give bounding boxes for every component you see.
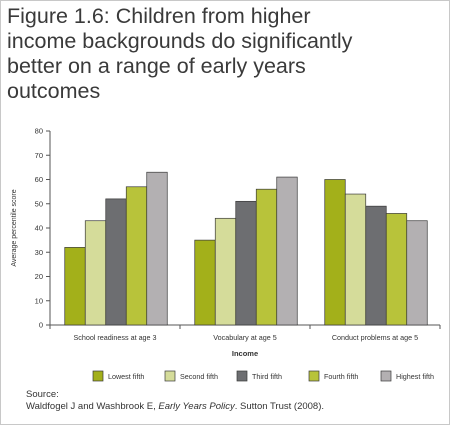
x-tick-label: Vocabulary at age 5 xyxy=(213,333,277,342)
y-tick-label: 70 xyxy=(35,151,43,160)
bar xyxy=(84,220,107,326)
legend-swatch xyxy=(236,370,248,382)
legend-swatch xyxy=(164,370,176,382)
bar xyxy=(146,171,168,326)
bar xyxy=(125,186,148,326)
citation-title: Early Years Policy xyxy=(158,401,235,412)
y-axis: 0 10 20 30 40 50 60 70 80 xyxy=(35,127,51,330)
bar xyxy=(235,200,257,326)
title-line: income backgrounds do significantly xyxy=(7,29,353,53)
bar xyxy=(344,193,367,326)
legend-label: Third fifth xyxy=(252,372,282,381)
y-tick-label: 20 xyxy=(35,272,43,281)
citation-publisher: . Sutton Trust (2008). xyxy=(234,401,325,412)
bar xyxy=(214,217,237,326)
title-line: Figure 1.6: Children from higher xyxy=(7,4,311,28)
legend-swatch xyxy=(380,370,392,382)
y-tick-label: 80 xyxy=(35,127,43,136)
legend-swatch xyxy=(92,370,104,382)
bars xyxy=(64,171,428,326)
source-note: Source: Waldfogel J and Washbrook E, Ear… xyxy=(26,389,324,413)
title-line: outcomes xyxy=(7,79,101,103)
bar xyxy=(365,205,387,326)
legend-swatch xyxy=(308,370,320,382)
legend-label: Highest fifth xyxy=(396,372,434,381)
bar xyxy=(64,247,86,326)
bar xyxy=(276,176,298,326)
bar xyxy=(324,179,346,326)
bar xyxy=(105,198,127,326)
legend-label: Second fifth xyxy=(180,372,218,381)
bar xyxy=(255,188,278,326)
y-tick-label: 10 xyxy=(35,296,43,305)
legend-label: Lowest fifth xyxy=(108,372,144,381)
citation-authors: Waldfogel J and Washbrook E, xyxy=(26,401,159,412)
y-tick-label: 50 xyxy=(35,199,43,208)
legend: Lowest fifth Second fifth Third fifth Fourt… xyxy=(92,370,434,382)
source-label: Source: xyxy=(26,389,59,400)
source-citation: Waldfogel J and Washbrook E, Early Years… xyxy=(26,401,324,413)
x-tick-label: Conduct problems at age 5 xyxy=(332,333,418,342)
x-axis-label: Income xyxy=(232,349,258,358)
y-tick-label: 40 xyxy=(35,224,43,233)
x-tick-label: School readiness at age 3 xyxy=(73,333,156,342)
bar xyxy=(385,213,408,326)
figure-title: Figure 1.6: Children from higher income … xyxy=(7,4,437,104)
y-axis-label: Average percentile score xyxy=(11,189,18,266)
x-axis: School readiness at age 3 Vocabulary at a… xyxy=(49,324,441,342)
y-tick-label: 30 xyxy=(35,248,43,257)
bar xyxy=(406,220,428,326)
y-tick-label: 0 xyxy=(39,321,43,330)
y-tick-label: 60 xyxy=(35,175,43,184)
bar xyxy=(194,239,216,326)
title-line: better on a range of early years xyxy=(7,54,306,78)
legend-label: Fourth fifth xyxy=(324,372,358,381)
